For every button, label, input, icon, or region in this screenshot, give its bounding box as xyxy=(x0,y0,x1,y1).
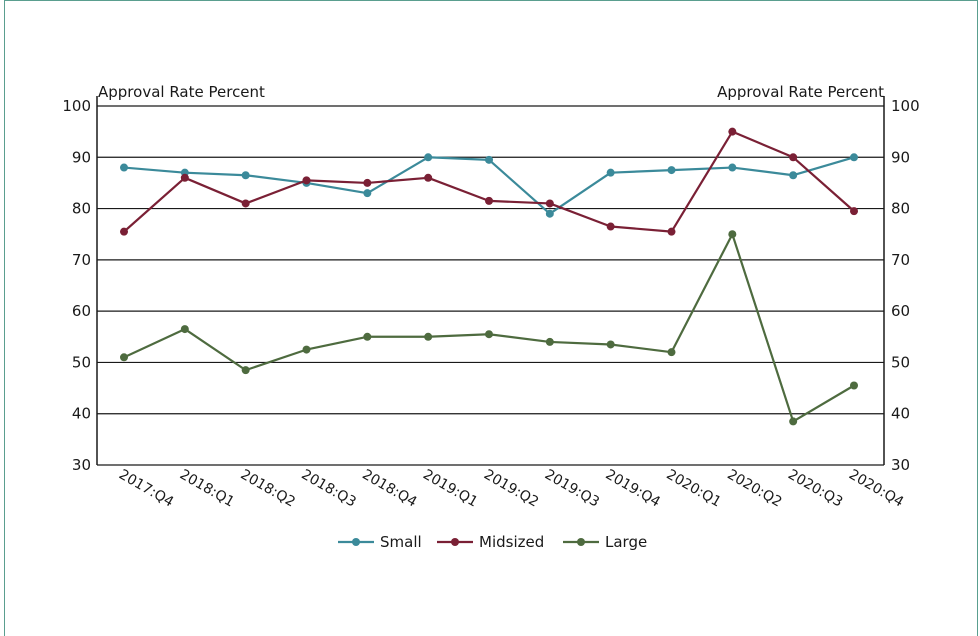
data-point xyxy=(363,178,372,187)
y-tick-label-right: 50 xyxy=(891,353,910,371)
x-tick-label: 2020:Q3 xyxy=(785,467,845,511)
legend-item-midsized: Midsized xyxy=(437,533,544,551)
y-tick-label-right: 30 xyxy=(891,456,910,474)
y-tick-label-right: 100 xyxy=(891,97,920,115)
data-point xyxy=(606,340,615,349)
data-point xyxy=(545,209,554,218)
legend-item-small: Small xyxy=(338,533,422,551)
x-tick-label: 2019:Q3 xyxy=(542,467,602,511)
x-tick-label: 2018:Q4 xyxy=(359,467,419,511)
data-point xyxy=(667,166,676,175)
data-point xyxy=(850,153,858,162)
data-point xyxy=(789,153,798,162)
legend-label: Small xyxy=(380,533,422,551)
data-point xyxy=(545,199,554,208)
data-point xyxy=(180,173,189,182)
x-tick-label: 2018:Q3 xyxy=(299,467,359,511)
y-tick-label-left: 100 xyxy=(62,97,91,115)
data-point xyxy=(545,337,554,346)
x-tick-label: 2018:Q2 xyxy=(238,467,298,511)
data-point xyxy=(728,230,737,239)
data-point xyxy=(850,207,858,216)
data-point xyxy=(728,163,737,172)
data-point xyxy=(302,345,311,354)
y-tick-label-right: 60 xyxy=(891,302,910,320)
data-point xyxy=(302,176,311,185)
series-line xyxy=(123,156,855,215)
data-point xyxy=(241,366,250,375)
data-point xyxy=(120,163,128,172)
data-point xyxy=(789,171,798,180)
legend-swatch-marker xyxy=(451,538,459,546)
data-point xyxy=(606,168,615,177)
series-large xyxy=(120,230,858,426)
legend-label: Large xyxy=(605,533,647,551)
x-axis-ticks: 2017:Q4 2018:Q1 2018:Q2 2018:Q3 2018:Q4 2019:… xyxy=(116,467,906,511)
x-tick-label: 2017:Q4 xyxy=(116,467,176,511)
x-tick-label: 2019:Q2 xyxy=(481,467,541,511)
chart-frame xyxy=(4,0,978,636)
legend-label: Midsized xyxy=(479,533,544,551)
y-tick-label-right: 40 xyxy=(891,405,910,423)
y-tick-label-left: 50 xyxy=(72,353,91,371)
data-point xyxy=(606,222,615,231)
series-line xyxy=(123,130,855,233)
y-axis-right-ticks: 30 40 50 60 70 80 90 100 xyxy=(891,97,920,474)
gridlines xyxy=(97,105,884,466)
data-point xyxy=(789,417,798,426)
data-point xyxy=(667,227,676,236)
data-point xyxy=(120,227,128,236)
x-tick-label: 2019:Q4 xyxy=(603,467,663,511)
axes xyxy=(96,96,885,465)
legend-item-large: Large xyxy=(563,533,647,551)
series-lines xyxy=(120,127,858,426)
data-point xyxy=(728,127,737,136)
data-point xyxy=(424,153,433,162)
legend-swatch-marker xyxy=(352,538,360,546)
y-tick-label-left: 30 xyxy=(72,456,91,474)
data-point xyxy=(241,171,250,180)
y-tick-label-left: 40 xyxy=(72,405,91,423)
data-point xyxy=(850,381,858,390)
legend: Small Midsized Large xyxy=(338,533,647,551)
y-tick-label-right: 80 xyxy=(891,200,910,218)
data-point xyxy=(485,196,493,205)
data-point xyxy=(180,325,189,334)
y-axis-left-title: Approval Rate Percent xyxy=(98,83,265,101)
y-axis-left-ticks: 30 40 50 60 70 80 90 100 xyxy=(62,97,91,474)
x-tick-label: 2018:Q1 xyxy=(177,467,237,511)
x-tick-label: 2019:Q1 xyxy=(420,467,480,511)
x-tick-label: 2020:Q1 xyxy=(664,467,724,511)
data-point xyxy=(485,155,493,164)
series-midsized xyxy=(120,127,858,236)
data-point xyxy=(667,348,676,357)
data-point xyxy=(363,332,372,341)
y-tick-label-left: 80 xyxy=(72,200,91,218)
series-line xyxy=(123,233,855,423)
y-tick-label-left: 90 xyxy=(72,148,91,166)
data-point xyxy=(241,199,250,208)
data-point xyxy=(424,332,433,341)
y-tick-label-left: 70 xyxy=(72,251,91,269)
data-point xyxy=(363,189,372,198)
data-point xyxy=(424,173,433,182)
data-point xyxy=(120,353,128,362)
x-tick-label: 2020:Q2 xyxy=(724,467,784,511)
y-tick-label-right: 70 xyxy=(891,251,910,269)
series-small xyxy=(120,153,858,218)
legend-swatch-marker xyxy=(577,538,585,546)
data-point xyxy=(485,330,493,339)
y-axis-right-title: Approval Rate Percent xyxy=(717,83,884,101)
y-tick-label-right: 90 xyxy=(891,148,910,166)
y-tick-label-left: 60 xyxy=(72,302,91,320)
